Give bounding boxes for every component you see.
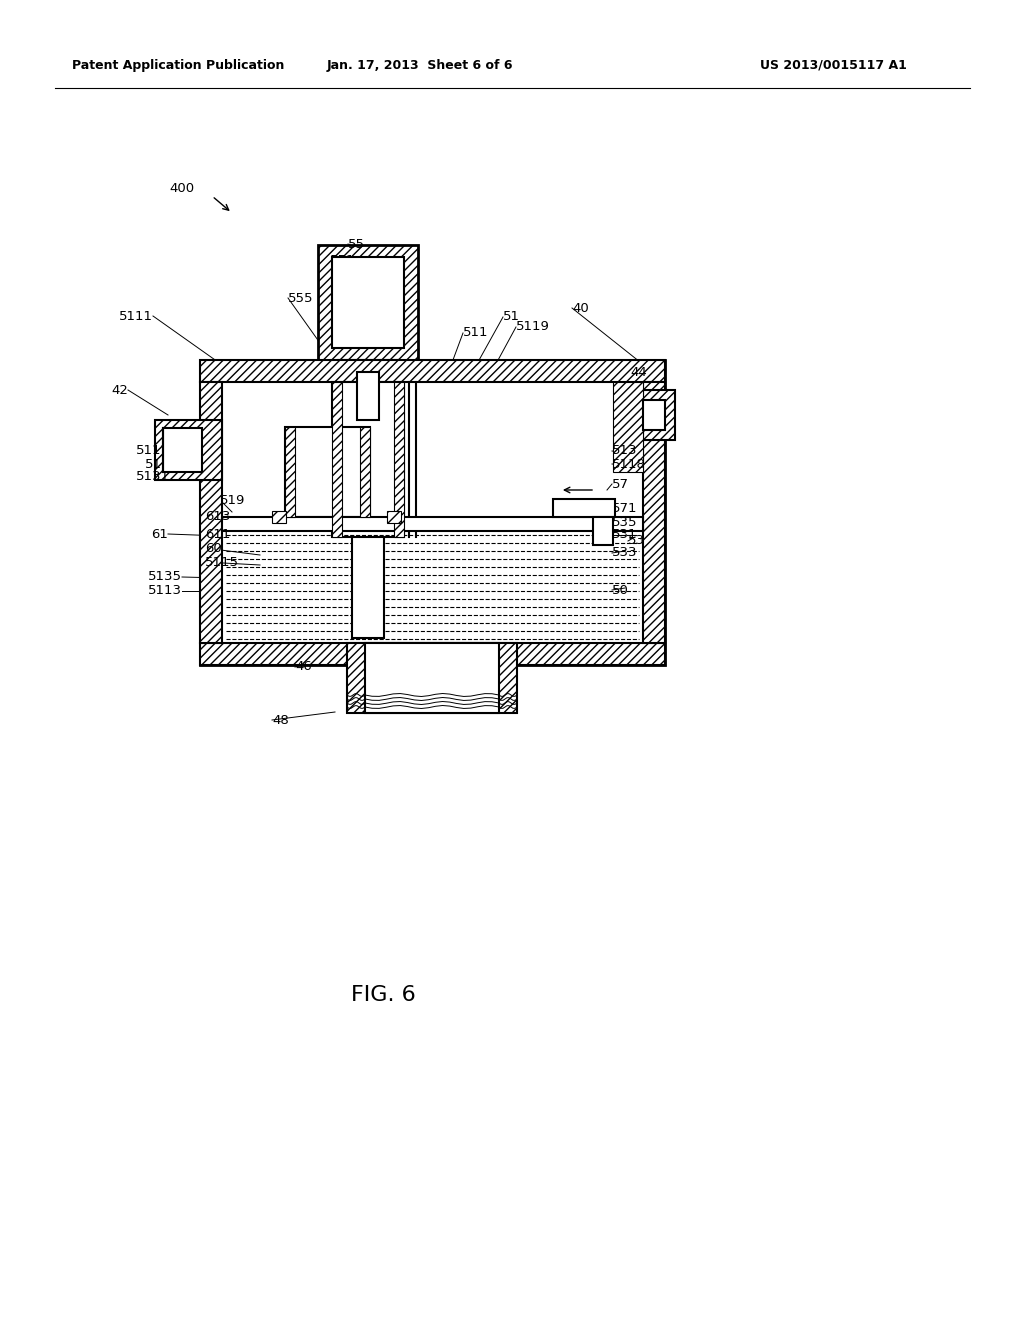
- Text: 5131: 5131: [136, 470, 170, 483]
- Text: 48: 48: [272, 714, 289, 726]
- Text: 5117: 5117: [136, 445, 170, 458]
- Bar: [643, 400, 665, 430]
- Bar: [285, 426, 295, 517]
- Bar: [643, 381, 665, 643]
- Text: 519: 519: [220, 494, 246, 507]
- Text: 511: 511: [463, 326, 488, 339]
- Bar: [394, 381, 404, 537]
- Bar: [332, 257, 404, 348]
- Text: 44: 44: [630, 366, 647, 379]
- Bar: [593, 517, 613, 545]
- Text: 533: 533: [612, 546, 638, 560]
- Text: 60: 60: [205, 541, 222, 554]
- Bar: [200, 360, 665, 665]
- Bar: [332, 381, 404, 537]
- Text: 42: 42: [112, 384, 128, 396]
- Text: 571: 571: [612, 502, 638, 515]
- Bar: [347, 643, 517, 713]
- Bar: [357, 372, 379, 420]
- Text: 5119: 5119: [516, 321, 550, 334]
- Bar: [360, 426, 370, 517]
- Bar: [200, 643, 665, 665]
- Bar: [272, 511, 286, 523]
- Text: FIG. 6: FIG. 6: [350, 985, 416, 1005]
- Text: 5111: 5111: [119, 309, 153, 322]
- Bar: [387, 511, 401, 523]
- Text: 553: 553: [330, 271, 355, 284]
- Text: 57: 57: [612, 478, 629, 491]
- Bar: [553, 499, 615, 517]
- Bar: [200, 360, 665, 381]
- Text: 61: 61: [152, 528, 168, 540]
- Bar: [613, 381, 643, 473]
- Bar: [200, 381, 222, 643]
- Bar: [155, 420, 222, 480]
- Text: 611: 611: [205, 528, 230, 540]
- Text: 613: 613: [205, 511, 230, 524]
- Bar: [338, 360, 398, 372]
- Text: US 2013/0015117 A1: US 2013/0015117 A1: [760, 58, 907, 71]
- Text: 5118: 5118: [612, 458, 646, 470]
- Bar: [163, 428, 202, 473]
- Bar: [222, 517, 643, 531]
- Text: 55: 55: [348, 238, 365, 251]
- Text: 400: 400: [170, 181, 195, 194]
- Bar: [350, 372, 386, 420]
- Text: Patent Application Publication: Patent Application Publication: [72, 58, 285, 71]
- Bar: [352, 537, 384, 638]
- Text: 555: 555: [288, 292, 313, 305]
- Bar: [365, 643, 499, 713]
- Text: 5115: 5115: [205, 556, 239, 569]
- Text: 515: 515: [144, 458, 170, 470]
- Text: 53: 53: [628, 535, 645, 548]
- Text: 551: 551: [330, 255, 355, 268]
- Text: 531: 531: [612, 528, 638, 541]
- Text: 51: 51: [503, 310, 520, 323]
- Text: 535: 535: [612, 516, 638, 528]
- Text: Jan. 17, 2013  Sheet 6 of 6: Jan. 17, 2013 Sheet 6 of 6: [327, 58, 513, 71]
- Text: 50: 50: [612, 583, 629, 597]
- Text: 46: 46: [295, 660, 311, 673]
- Text: 5135: 5135: [148, 570, 182, 583]
- Bar: [332, 381, 342, 537]
- Bar: [643, 389, 675, 440]
- Text: 40: 40: [572, 301, 589, 314]
- Bar: [318, 246, 418, 360]
- Text: 5113: 5113: [148, 585, 182, 598]
- Text: 513: 513: [612, 445, 638, 458]
- Bar: [285, 426, 370, 517]
